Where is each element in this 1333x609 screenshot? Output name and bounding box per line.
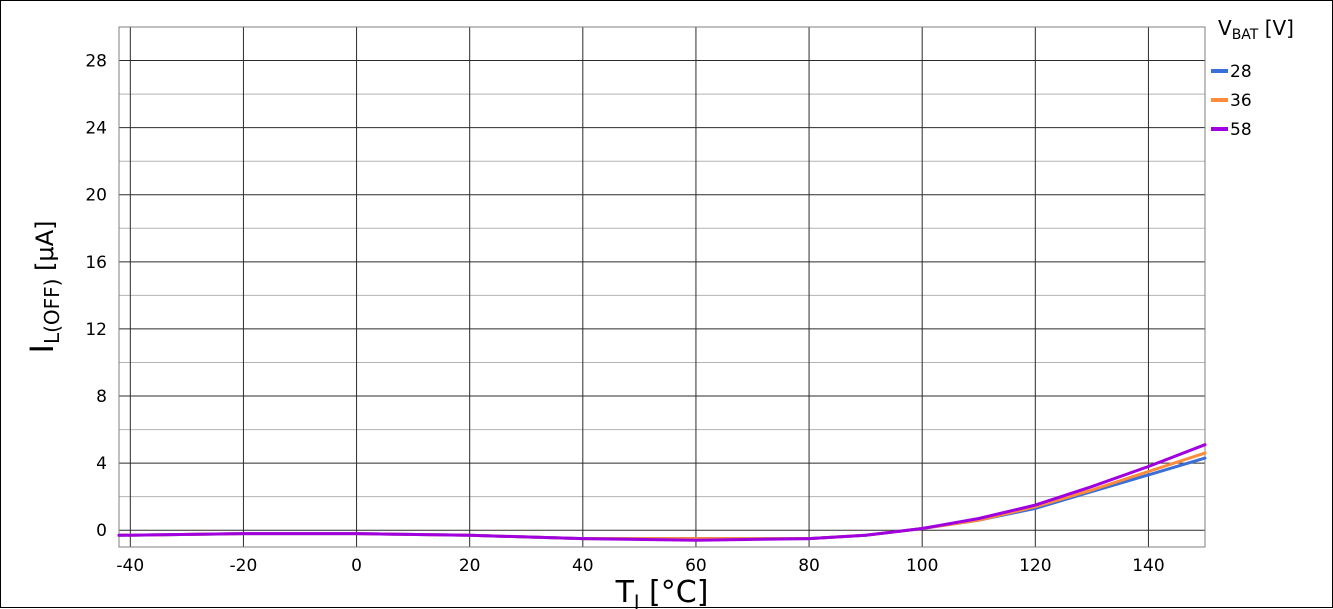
- series-line-28: [117, 456, 1207, 541]
- x-tick-label: -20: [230, 556, 258, 576]
- legend-title-unit: [V]: [1258, 16, 1294, 40]
- y-axis-title: IL(OFF) [μA]: [23, 221, 64, 354]
- x-axis-title-sub: J: [633, 591, 640, 609]
- legend-items: 28 36 58: [1211, 62, 1252, 140]
- y-tick-label: 24: [85, 119, 107, 139]
- x-tick-label: 100: [906, 556, 938, 576]
- x-axis-title-main: T: [615, 575, 635, 609]
- y-tick-label: 20: [85, 186, 107, 206]
- y-axis-title-unit: [μA]: [31, 221, 59, 279]
- y-tick-label: 12: [85, 320, 107, 340]
- legend-title-sub: BAT: [1232, 27, 1259, 43]
- x-axis-title-unit: [°C]: [640, 575, 709, 609]
- y-tick-labels: 0 4 8 12 16 20 24 28: [85, 52, 107, 542]
- x-axis-title: TJ [°C]: [615, 575, 709, 609]
- legend-label-36: 36: [1230, 91, 1252, 111]
- x-tick-labels: -40 -20 0 20 40 60 80 100 120 140: [116, 556, 1164, 576]
- legend-title: VBAT [V]: [1218, 16, 1294, 43]
- series-line-36: [117, 451, 1207, 541]
- legend-label-58: 58: [1230, 120, 1252, 140]
- series-line-58: [117, 443, 1207, 542]
- legend: VBAT [V] 28 36 58: [1211, 16, 1294, 140]
- legend-label-28: 28: [1230, 62, 1252, 82]
- x-tick-label: 120: [1019, 556, 1051, 576]
- x-tick-label: 60: [685, 556, 707, 576]
- x-tick-label: 40: [572, 556, 594, 576]
- x-tick-label: 140: [1132, 556, 1164, 576]
- y-tick-label: 28: [85, 52, 107, 72]
- y-tick-label: 4: [96, 454, 107, 474]
- major-gridlines: [119, 27, 1205, 547]
- minor-gridlines: [119, 26, 1205, 498]
- x-tick-label: -40: [116, 556, 144, 576]
- y-axis-title-sub: L(OFF): [40, 279, 64, 345]
- x-tick-label: 0: [351, 556, 362, 576]
- series-lines: [117, 443, 1207, 542]
- plot-border: [118, 26, 1206, 548]
- y-tick-label: 0: [96, 521, 107, 541]
- legend-title-main: V: [1218, 16, 1232, 40]
- x-tick-label: 80: [798, 556, 820, 576]
- x-tick-label: 20: [459, 556, 481, 576]
- y-tick-label: 8: [96, 387, 107, 407]
- y-axis-title-main: I: [23, 344, 61, 353]
- y-tick-label: 16: [85, 253, 107, 273]
